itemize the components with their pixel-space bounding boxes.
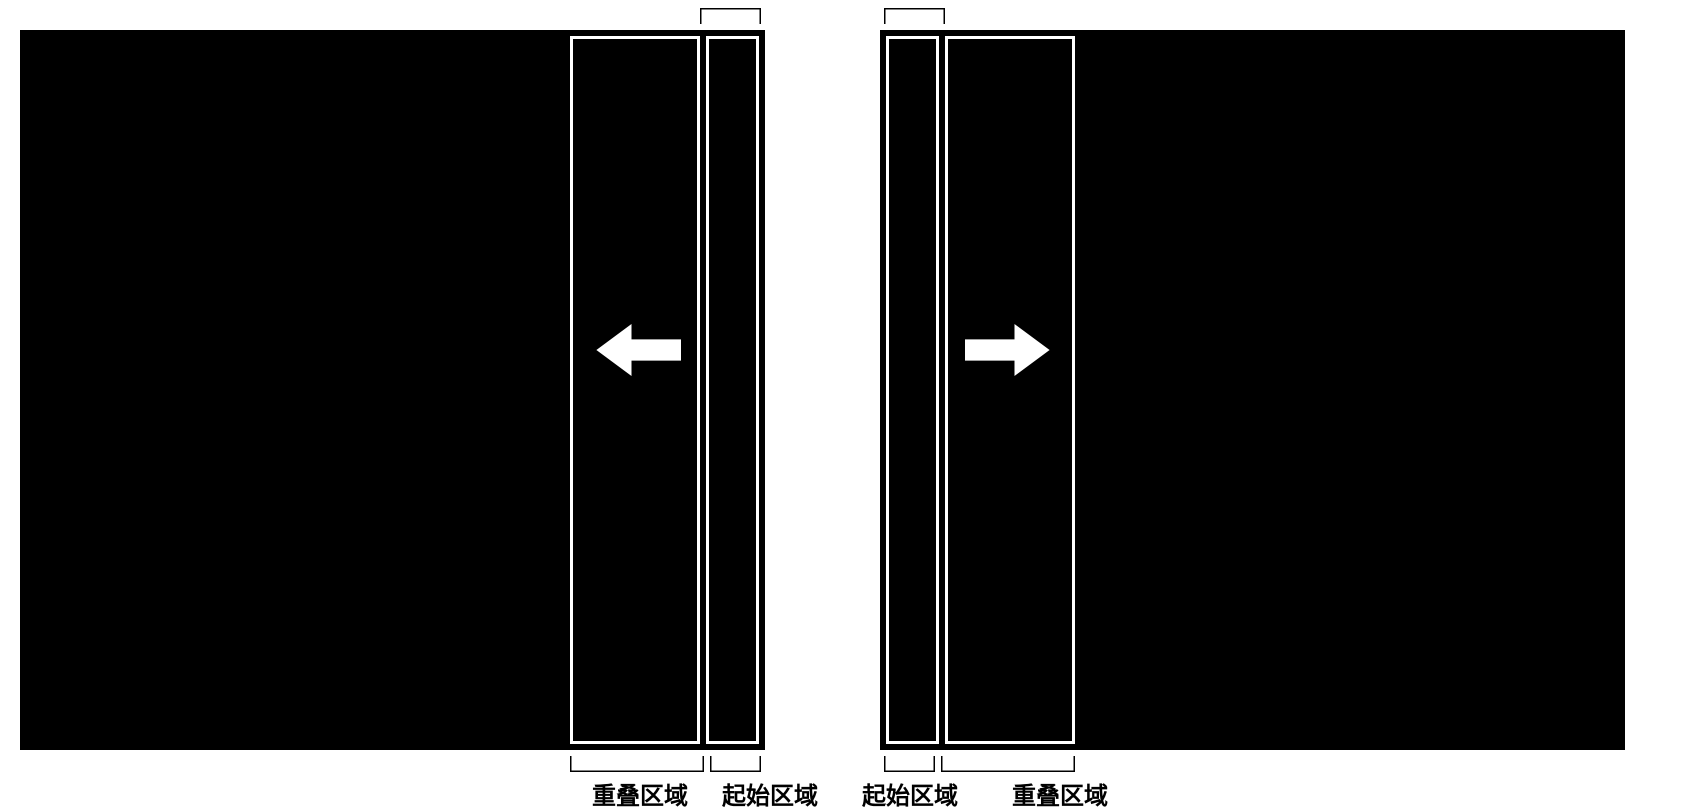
label-left-start: 起始区域	[690, 776, 850, 809]
bracket-bottom-left-overlap	[570, 756, 704, 772]
bracket-bottom-right-overlap	[941, 756, 1075, 772]
right-overlap-region	[945, 36, 1075, 744]
bracket-top-left	[700, 8, 761, 24]
bracket-bottom-right-start	[884, 756, 935, 772]
bracket-bottom-left-start	[710, 756, 761, 772]
bracket-top-right	[884, 8, 945, 24]
left-overlap-region	[570, 36, 700, 744]
left-start-region	[706, 36, 759, 744]
arrow-right-icon	[963, 320, 1053, 380]
arrow-left-icon	[593, 320, 683, 380]
label-right-overlap: 重叠区域	[960, 776, 1160, 809]
diagram-canvas: 重叠区域 起始区域 起始区域 重叠区域	[0, 0, 1692, 809]
right-start-region	[886, 36, 939, 744]
